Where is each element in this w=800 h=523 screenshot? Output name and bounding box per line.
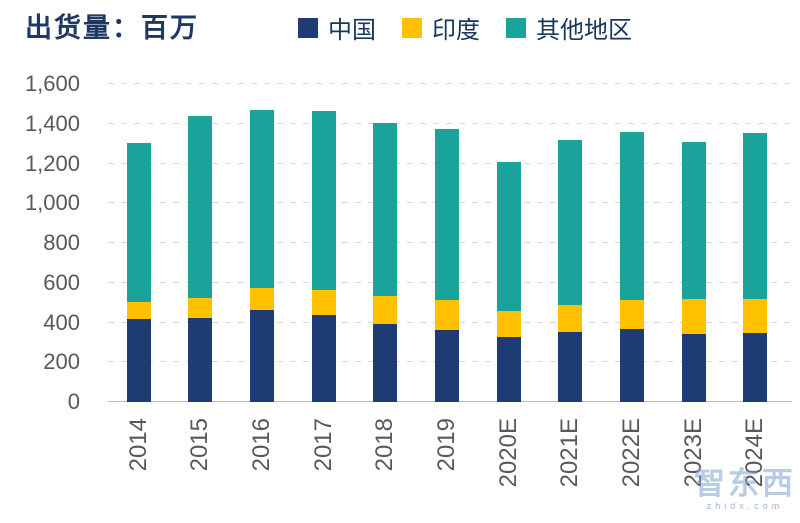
x-tick-label-2016: 2016 xyxy=(248,418,276,472)
bar-segment-other-regions-2014 xyxy=(126,142,151,302)
bar-column-2022E: 2022E xyxy=(601,84,663,487)
bar-segment-india-2023E xyxy=(681,298,706,335)
bar-segment-india-2020E xyxy=(496,310,521,338)
x-tick-label-2019: 2019 xyxy=(433,418,461,472)
bar-segment-india-2024E xyxy=(743,298,768,334)
x-tick-label-2018: 2018 xyxy=(371,418,399,472)
bar-segment-other-regions-2024E xyxy=(743,132,768,299)
bars-row: 2014 2015 2016 2017 2018 2019 2020E 2021E 2022E 2… xyxy=(108,84,786,487)
bar-segment-india-2019 xyxy=(435,299,460,331)
y-tick-label: 800 xyxy=(43,230,80,255)
bar-column-2023E: 2023E xyxy=(663,84,725,487)
x-tick-label-2022E: 2022E xyxy=(617,418,645,488)
bar-segment-india-2018 xyxy=(373,295,398,324)
legend-item-other-regions: 其他地区 xyxy=(506,10,632,45)
bar-segment-other-regions-2017 xyxy=(311,110,336,290)
x-tick-label-2024E: 2024E xyxy=(741,418,769,488)
bar-segment-other-regions-2022E xyxy=(619,131,644,300)
y-tick-label: 0 xyxy=(67,389,80,414)
bar-column-2019: 2019 xyxy=(416,84,478,471)
bar-segment-other-regions-2019 xyxy=(435,128,460,300)
bar-2023E xyxy=(681,141,706,402)
chart-title: 出货量：百万 xyxy=(25,13,199,43)
legend-item-india: 印度 xyxy=(402,10,480,45)
bar-column-2015: 2015 xyxy=(170,84,232,471)
bar-2022E xyxy=(619,131,644,402)
bar-segment-india-2022E xyxy=(619,299,644,330)
gridline xyxy=(108,83,792,84)
y-tick-label: 1,600 xyxy=(24,71,80,96)
bar-segment-china-2022E xyxy=(619,329,644,402)
bar-segment-china-2017 xyxy=(311,314,336,402)
bar-column-2017: 2017 xyxy=(293,84,355,471)
watermark-url: zhidx.com xyxy=(706,501,784,511)
x-tick-label-2014: 2014 xyxy=(124,418,152,472)
legend-swatch-other-regions xyxy=(506,17,526,38)
bar-column-2021E: 2021E xyxy=(539,84,601,487)
bar-segment-china-2020E xyxy=(496,337,521,402)
bar-2015 xyxy=(188,115,213,402)
bar-column-2018: 2018 xyxy=(355,84,417,471)
legend-label-other-regions: 其他地区 xyxy=(536,17,632,44)
bar-segment-other-regions-2016 xyxy=(250,109,275,288)
bar-segment-china-2024E xyxy=(743,333,768,402)
y-axis-labels: 0 200 400 600 800 1,000 1,200 1,400 1,600 xyxy=(0,73,92,413)
bar-segment-india-2014 xyxy=(126,301,151,319)
bar-segment-india-2017 xyxy=(311,289,336,315)
bar-segment-india-2015 xyxy=(188,297,213,318)
bar-column-2020E: 2020E xyxy=(478,84,540,487)
bar-segment-china-2018 xyxy=(373,323,398,402)
bar-segment-india-2016 xyxy=(250,287,275,310)
bar-2014 xyxy=(126,142,151,402)
legend-item-china: 中国 xyxy=(298,10,376,45)
bar-segment-china-2019 xyxy=(435,330,460,402)
legend-label-china: 中国 xyxy=(328,17,376,44)
bar-2016 xyxy=(250,109,275,402)
bar-segment-other-regions-2023E xyxy=(681,141,706,299)
bar-segment-other-regions-2015 xyxy=(188,115,213,298)
bar-segment-china-2014 xyxy=(126,318,151,402)
bar-column-2016: 2016 xyxy=(231,84,293,471)
x-tick-label-2015: 2015 xyxy=(186,418,214,472)
bar-segment-china-2023E xyxy=(681,334,706,402)
bar-2017 xyxy=(311,110,336,402)
bar-segment-china-2016 xyxy=(250,309,275,402)
bar-2018 xyxy=(373,122,398,402)
legend: 中国 印度 其他地区 xyxy=(298,10,632,45)
bar-2020E xyxy=(496,161,521,402)
bar-column-2014: 2014 xyxy=(108,84,170,471)
legend-swatch-china xyxy=(298,17,318,38)
y-tick-label: 600 xyxy=(43,269,80,295)
bar-2021E xyxy=(558,139,583,402)
x-tick-label-2017: 2017 xyxy=(309,418,337,472)
legend-swatch-india xyxy=(402,17,422,38)
x-tick-label-2023E: 2023E xyxy=(679,418,707,488)
bar-2019 xyxy=(435,128,460,402)
gridline xyxy=(108,122,792,124)
bar-column-2024E: 2024E xyxy=(724,84,786,487)
y-tick-label: 1,400 xyxy=(24,110,80,136)
y-tick-label: 200 xyxy=(43,349,80,375)
y-tick-label: 1,200 xyxy=(24,150,80,176)
bar-segment-china-2015 xyxy=(188,317,213,402)
bar-segment-other-regions-2018 xyxy=(373,122,398,296)
bar-segment-other-regions-2021E xyxy=(558,139,583,305)
y-tick-label: 400 xyxy=(43,309,80,335)
legend-label-india: 印度 xyxy=(432,17,480,44)
x-tick-label-2021E: 2021E xyxy=(556,418,584,488)
bar-segment-china-2021E xyxy=(558,332,583,402)
plot-area: 2014 2015 2016 2017 2018 2019 2020E 2021E 2022E 2… xyxy=(108,83,792,487)
bar-segment-other-regions-2020E xyxy=(496,161,521,311)
x-tick-label-2020E: 2020E xyxy=(494,418,522,488)
y-tick-label: 1,000 xyxy=(24,190,80,216)
bar-2024E xyxy=(743,132,768,402)
bar-segment-india-2021E xyxy=(558,304,583,333)
